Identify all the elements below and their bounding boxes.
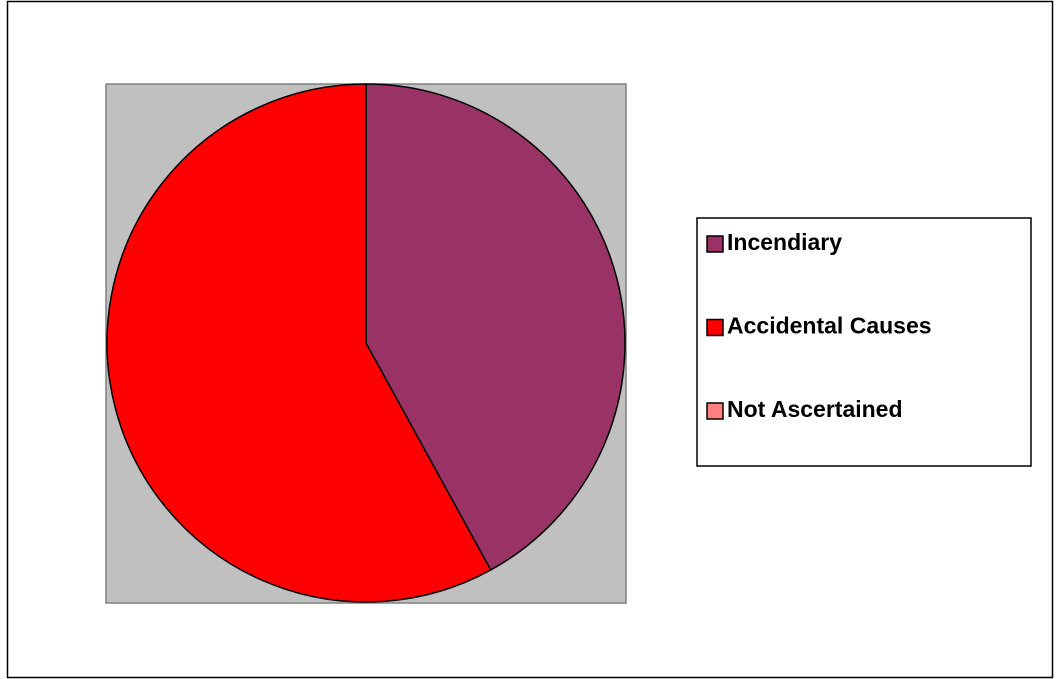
legend-label: Not Ascertained [727, 396, 903, 422]
legend-swatch [706, 318, 724, 337]
pie [106, 83, 626, 603]
pie-slice [365, 83, 626, 571]
pie-slice [106, 83, 492, 603]
legend-box [696, 217, 1032, 467]
legend-swatch [706, 235, 724, 253]
legend-label: Incendiary [727, 229, 842, 255]
legend: Incendiary Accidental Causes Not Ascertain… [696, 217, 1032, 467]
legend-label: Accidental Causes [727, 313, 932, 339]
legend-swatch [706, 402, 724, 420]
